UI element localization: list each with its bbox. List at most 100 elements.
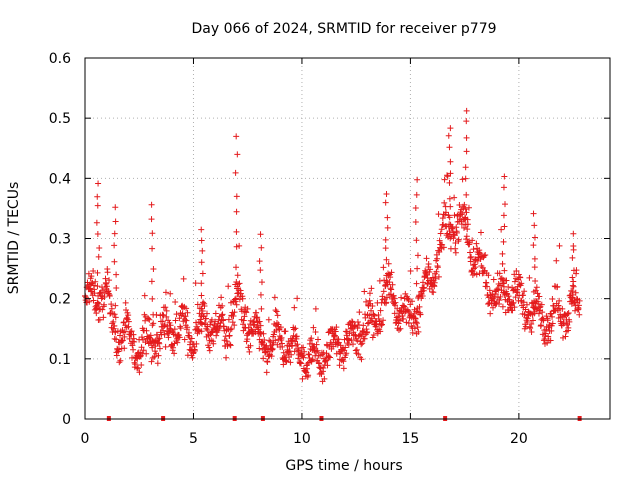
data-point (384, 214, 391, 221)
data-point (240, 317, 247, 324)
data-point (382, 236, 389, 243)
data-point (500, 212, 507, 219)
data-point (569, 282, 576, 289)
data-point (569, 274, 576, 281)
data-point (348, 318, 355, 325)
chart-title: Day 066 of 2024, SRMTID for receiver p77… (191, 21, 496, 37)
data-point (555, 302, 562, 309)
data-point (136, 369, 143, 376)
data-point (301, 348, 308, 355)
data-point (98, 295, 105, 302)
data-point (321, 375, 328, 382)
data-point (526, 274, 533, 281)
data-point (413, 191, 420, 198)
data-point (87, 285, 94, 292)
data-point (177, 325, 184, 332)
data-point (101, 301, 108, 308)
data-point (193, 340, 200, 347)
data-point (354, 325, 361, 332)
data-point (362, 314, 369, 321)
data-point (453, 229, 460, 236)
data-point (90, 267, 97, 274)
y-tick-label: 0.2 (49, 292, 71, 308)
data-point (111, 311, 118, 318)
data-point (143, 327, 150, 334)
data-point (264, 359, 271, 366)
data-point (263, 369, 270, 376)
data-point (498, 226, 505, 233)
data-point (226, 332, 233, 339)
data-point (183, 305, 190, 312)
data-point (511, 278, 518, 285)
data-point (291, 304, 298, 311)
data-point (256, 345, 263, 352)
data-point (378, 321, 385, 328)
data-point (467, 249, 474, 256)
data-point (401, 303, 408, 310)
data-point (117, 357, 124, 364)
data-point (386, 279, 393, 286)
data-point (444, 173, 451, 180)
data-point (122, 299, 129, 306)
y-tick-label: 0.4 (49, 171, 71, 187)
x-axis-label: GPS time / hours (285, 458, 402, 474)
data-point (105, 290, 112, 297)
data-point (174, 339, 181, 346)
data-point (179, 310, 186, 317)
data-point (253, 309, 260, 316)
data-point (505, 284, 512, 291)
data-point (228, 325, 235, 332)
data-point (368, 285, 375, 292)
data-point (512, 294, 519, 301)
data-point (353, 346, 360, 353)
data-point (576, 297, 583, 304)
data-point (417, 311, 424, 318)
data-point (575, 302, 582, 309)
data-point (243, 309, 250, 316)
data-point (159, 318, 166, 325)
data-point (564, 322, 571, 329)
data-point (414, 265, 421, 272)
data-point (88, 273, 95, 280)
data-point (260, 330, 267, 337)
data-point (407, 267, 414, 274)
data-point (481, 252, 488, 259)
data-point (431, 279, 438, 286)
data-point (395, 320, 402, 327)
data-point (233, 301, 240, 308)
data-point (450, 231, 457, 238)
data-point (93, 219, 100, 226)
data-point (553, 257, 560, 264)
data-point (358, 356, 365, 363)
data-point (413, 320, 420, 327)
data-point (138, 334, 145, 341)
data-point (203, 310, 210, 317)
data-point (156, 335, 163, 342)
data-point (223, 354, 230, 361)
data-point (366, 297, 373, 304)
data-point (355, 351, 362, 358)
data-point (95, 180, 102, 187)
data-point (257, 291, 264, 298)
data-point (361, 335, 368, 342)
data-point (255, 326, 262, 333)
data-point (152, 343, 159, 350)
data-point (382, 245, 389, 252)
data-point (487, 310, 494, 317)
data-point (544, 317, 551, 324)
data-point (117, 332, 124, 339)
data-point (131, 338, 138, 345)
data-point (191, 347, 198, 354)
data-point (570, 267, 577, 274)
data-point (320, 365, 327, 372)
data-point (113, 352, 120, 359)
data-point (439, 215, 446, 222)
data-point (96, 316, 103, 323)
data-point (463, 233, 470, 240)
data-point (364, 328, 371, 335)
data-point (128, 328, 135, 335)
data-point (441, 199, 448, 206)
data-point (256, 329, 263, 336)
data-point (570, 283, 577, 290)
data-point (409, 298, 416, 305)
